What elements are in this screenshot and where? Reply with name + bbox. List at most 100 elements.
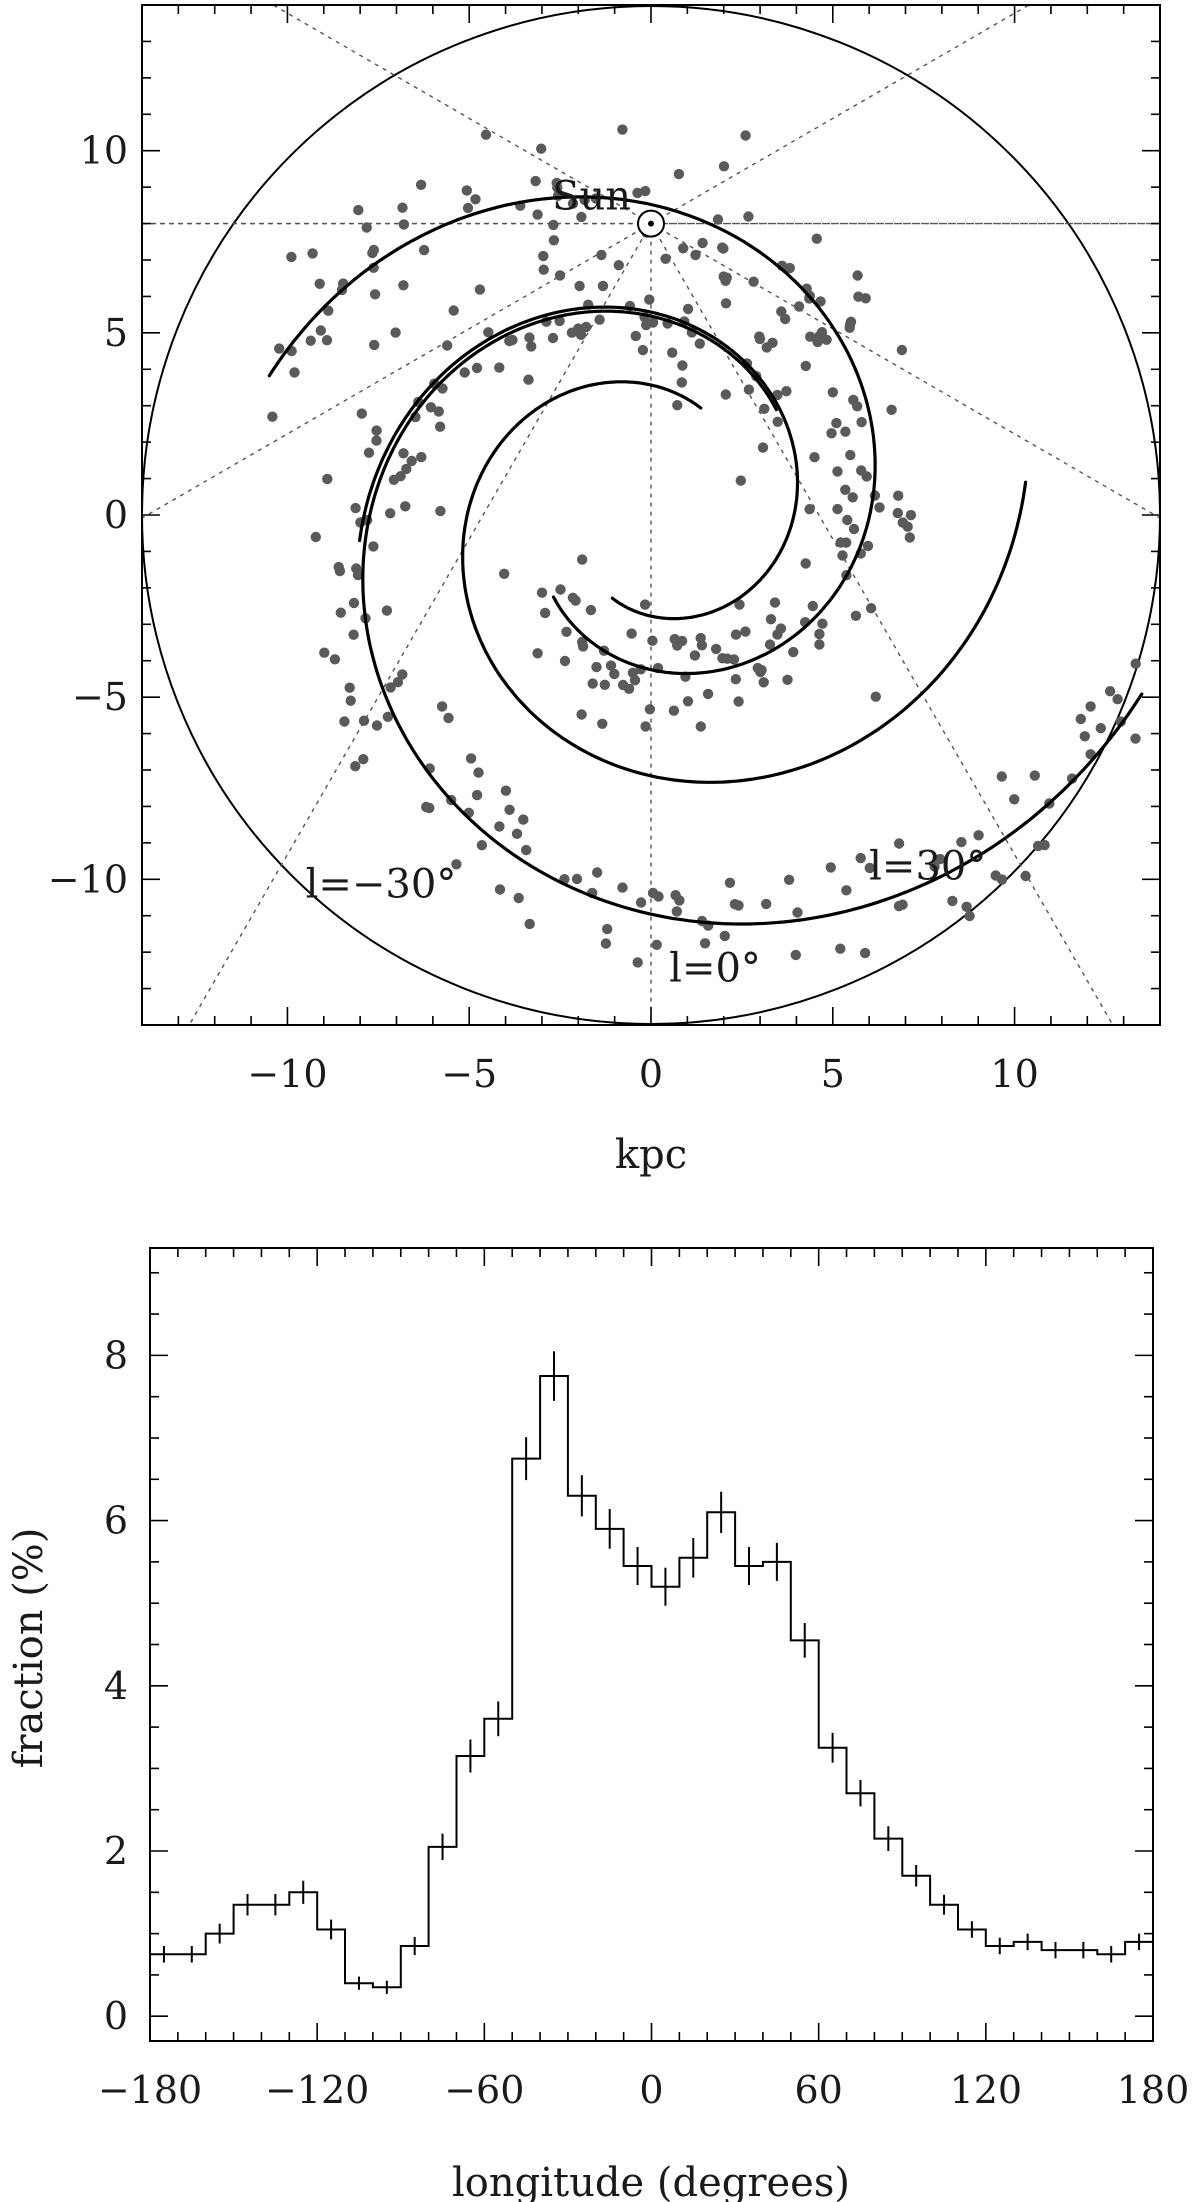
star-point — [613, 260, 624, 271]
star-point — [339, 716, 350, 727]
star-point — [694, 338, 705, 349]
star-point — [385, 508, 396, 519]
star-point — [585, 604, 597, 616]
star-point — [788, 646, 799, 658]
star-point — [465, 753, 477, 764]
star-point — [587, 678, 598, 689]
star-point — [790, 949, 801, 961]
star-point — [845, 449, 856, 461]
star-point — [555, 584, 566, 595]
star-point — [1112, 694, 1123, 705]
star-point — [783, 874, 795, 885]
galaxy-y-tick-label: −5 — [72, 675, 128, 719]
star-point — [333, 561, 344, 573]
star-point — [695, 721, 706, 732]
star-point — [956, 836, 967, 848]
star-point — [597, 718, 608, 729]
star-point — [322, 473, 333, 485]
star-point — [418, 244, 430, 256]
star-point — [757, 442, 769, 453]
star-point — [461, 185, 472, 196]
star-point — [548, 235, 560, 246]
star-point — [893, 838, 905, 849]
scatter-points-layer — [267, 124, 1141, 968]
hist-x-tick-label: 180 — [1117, 2068, 1190, 2112]
star-point — [647, 635, 658, 646]
star-point — [627, 667, 639, 678]
star-point — [274, 343, 285, 354]
star-point — [934, 853, 946, 865]
star-point — [759, 403, 770, 414]
star-point — [864, 862, 875, 874]
star-point — [734, 599, 745, 610]
star-point — [353, 204, 364, 216]
star-point — [530, 175, 541, 187]
star-point — [551, 177, 562, 189]
star-point — [536, 143, 547, 154]
star-point — [782, 674, 793, 685]
star-point — [837, 550, 848, 561]
star-point — [886, 404, 897, 415]
hist-x-tick-label: 120 — [950, 2068, 1023, 2112]
star-point — [831, 417, 842, 429]
star-point — [896, 344, 908, 356]
star-point — [416, 451, 427, 463]
star-point — [576, 709, 587, 720]
star-point — [724, 877, 736, 888]
galaxy-y-tick-label: 5 — [104, 311, 128, 355]
star-point — [548, 219, 559, 231]
star-point — [451, 859, 462, 870]
star-point — [398, 219, 410, 230]
galaxy-x-tick-label: −10 — [247, 1052, 327, 1096]
star-point — [597, 280, 609, 292]
star-point — [513, 892, 524, 904]
star-point — [827, 387, 838, 398]
star-point — [793, 301, 805, 312]
annotation-l-0: l=0° — [669, 945, 761, 991]
star-point — [740, 130, 751, 141]
star-point — [840, 484, 851, 495]
star-point — [504, 335, 515, 347]
star-point — [434, 421, 446, 432]
star-point — [809, 452, 820, 463]
star-point — [929, 861, 940, 872]
star-point — [767, 337, 778, 348]
star-point — [538, 250, 549, 262]
star-point — [640, 721, 651, 732]
star-point — [267, 411, 278, 422]
star-point — [670, 890, 681, 901]
star-point — [947, 895, 958, 907]
star-point — [594, 314, 605, 325]
star-point — [761, 898, 772, 910]
star-point — [538, 264, 549, 275]
star-point — [390, 327, 401, 338]
star-point — [852, 401, 863, 412]
star-point — [305, 335, 316, 346]
star-point — [814, 639, 825, 650]
star-point — [437, 383, 448, 394]
annotation-l-minus-30: l=−30° — [306, 862, 457, 908]
star-point — [352, 569, 364, 581]
star-point — [1075, 713, 1087, 725]
star-point — [800, 360, 811, 372]
star-point — [805, 331, 816, 342]
star-point — [524, 918, 535, 930]
star-point — [842, 514, 853, 526]
star-point — [855, 852, 866, 864]
star-point — [717, 653, 728, 664]
star-point — [772, 629, 783, 640]
star-point — [812, 336, 823, 348]
star-point — [874, 502, 885, 513]
star-point — [511, 828, 523, 839]
star-point — [905, 509, 917, 521]
hist-y-tick-label: 2 — [104, 1829, 128, 1873]
star-point — [329, 654, 341, 665]
galaxy-map-panel: −10 −5 0 5 10 −10 −5 0 5 10 Sun l=0° l=30° l=−30°… — [48, 4, 1161, 1178]
star-point — [600, 938, 612, 949]
star-point — [623, 683, 635, 694]
star-point — [678, 243, 689, 254]
histogram-y-axis-title: fraction (%) — [6, 1528, 52, 1769]
star-point — [730, 674, 741, 685]
star-point — [385, 682, 396, 693]
